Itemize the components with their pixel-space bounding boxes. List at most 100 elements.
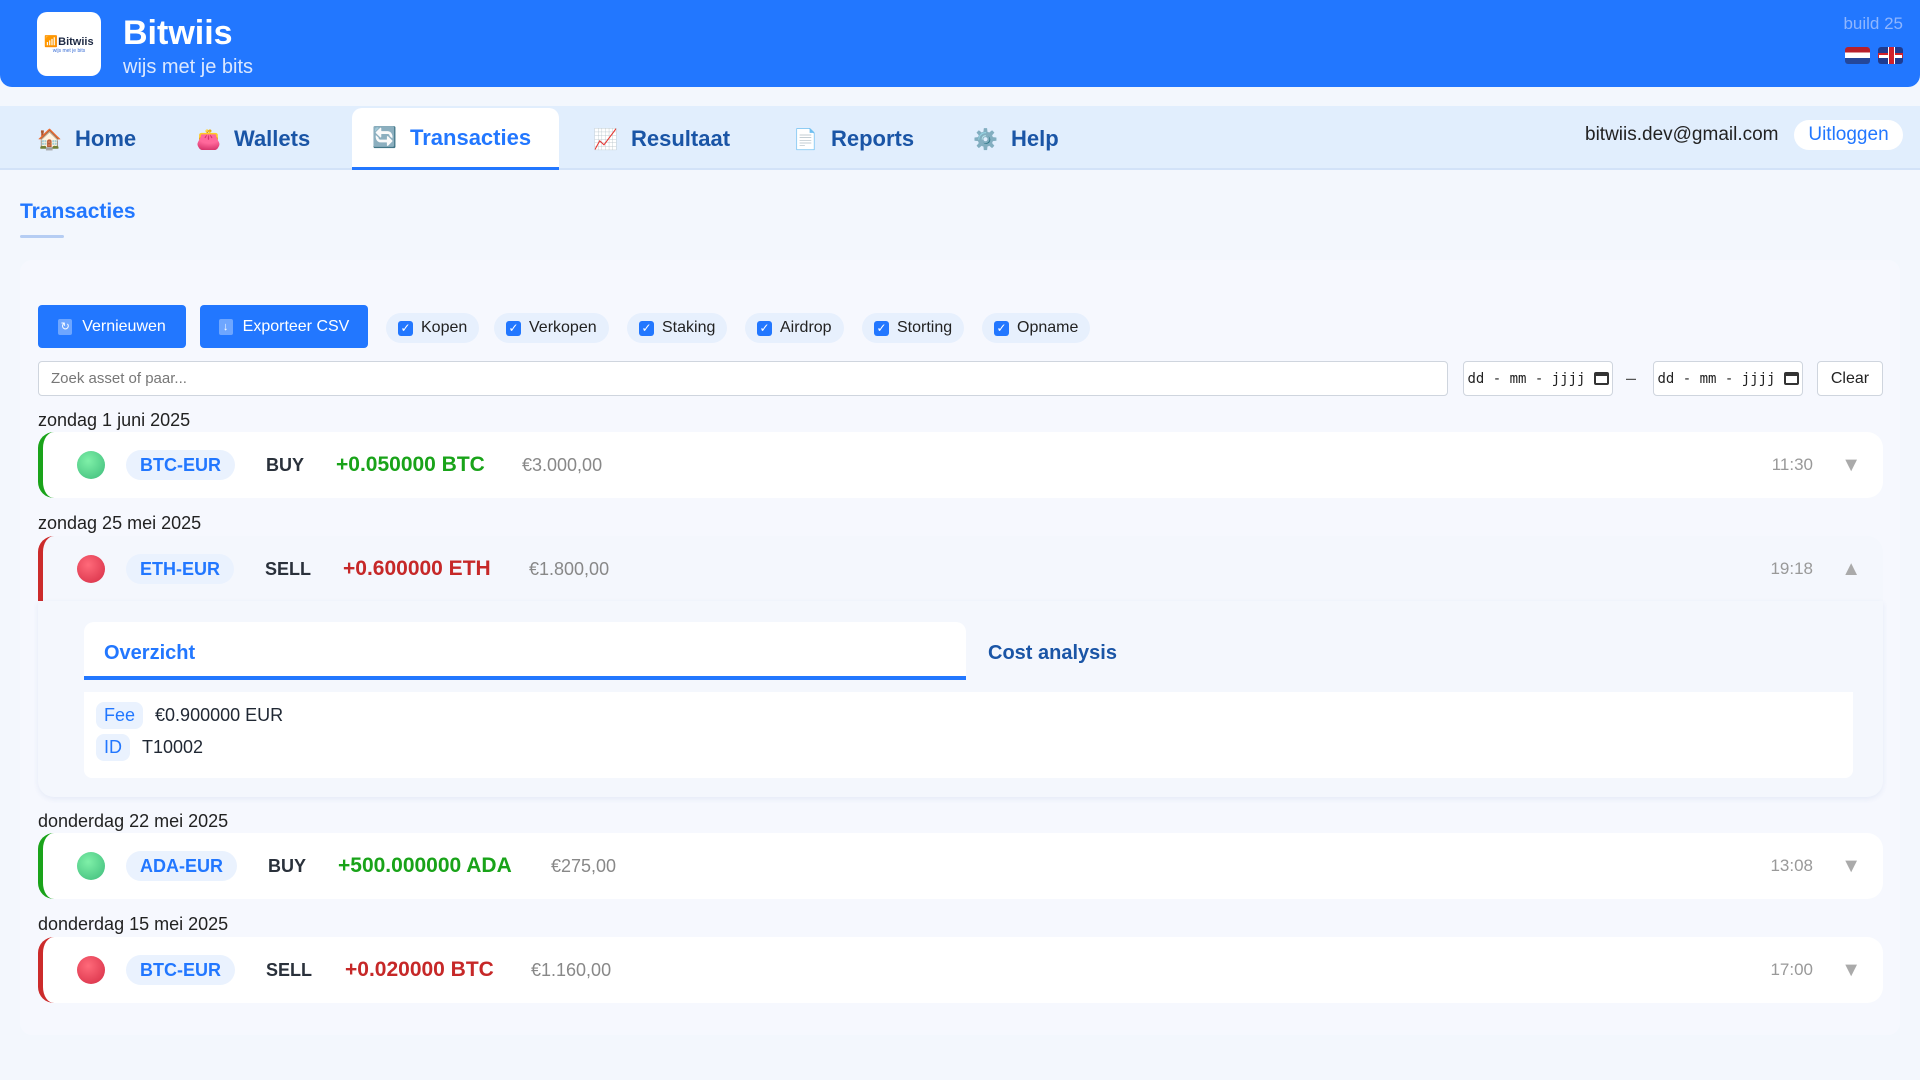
amount: +500.000000 ADA [338,854,512,877]
user-email: bitwiis.dev@gmail.com [1585,124,1779,145]
nl-flag-icon[interactable] [1845,47,1870,64]
date-from-input[interactable]: dd - mm - jjjj [1463,361,1613,396]
page-title: Transacties [20,200,136,223]
date-placeholder: dd - mm - jjjj [1657,370,1776,387]
tab-transacties[interactable]: 🔄 Transacties [352,108,559,170]
transaction-row[interactable]: BTC-EUR BUY +0.050000 BTC €3.000,00 11:3… [38,432,1883,498]
pair-badge: ADA-EUR [126,851,237,881]
side-label: BUY [268,855,307,876]
checkbox-checked-icon[interactable]: ✓ [398,320,413,336]
eur-value: €275,00 [551,855,617,876]
tab-wallets[interactable]: 👛 Wallets [176,108,330,170]
gear-icon: ⚙️ [973,128,998,151]
export-label: Exporteer CSV [242,317,350,335]
date-header: donderdag 22 mei 2025 [38,811,229,831]
expand-arrow-icon[interactable]: ▼ [1841,453,1861,476]
filter-label: Staking [662,319,716,336]
date-header: zondag 25 mei 2025 [38,513,202,533]
uk-flag-icon[interactable] [1878,47,1903,64]
filter-label: Airdrop [780,319,832,336]
export-csv-button[interactable]: ↓ Exporteer CSV [200,305,368,348]
tab-label: Help [1011,126,1059,151]
checkbox-checked-icon[interactable]: ✓ [757,320,772,336]
tab-reports[interactable]: 📄 Reports [773,108,934,170]
detail-tab-overzicht[interactable]: Overzicht [84,622,966,680]
filter-verkopen[interactable]: ✓ Verkopen [494,313,609,343]
detail-content [84,692,1853,778]
id-label: ID [96,734,130,761]
filter-storting[interactable]: ✓ Storting [862,313,965,343]
amount: +0.020000 BTC [345,958,494,981]
side-label: BUY [266,454,305,475]
side-label: SELL [265,558,312,579]
refresh-icon: ↻ [58,318,73,335]
id-value: T10002 [142,737,204,757]
checkbox-checked-icon[interactable]: ✓ [639,320,654,336]
time: 13:08 [1770,856,1813,875]
date-header: donderdag 15 mei 2025 [38,914,229,934]
side-label: SELL [266,959,313,980]
build-label: build 25 [1843,14,1903,33]
date-header: zondag 1 juni 2025 [38,410,191,430]
amount: +0.050000 BTC [336,453,485,476]
calendar-icon[interactable] [1593,372,1609,385]
tab-label: Resultaat [631,126,731,151]
calendar-icon[interactable] [1783,372,1799,385]
filter-airdrop[interactable]: ✓ Airdrop [745,313,844,343]
refresh-icon: 🔄 [372,127,397,149]
filter-label: Storting [897,319,953,336]
transaction-row[interactable]: BTC-EUR SELL +0.020000 BTC €1.160,00 17:… [38,937,1883,1003]
pair-badge: BTC-EUR [126,955,235,985]
detail-tab-cost-analysis[interactable]: Cost analysis [988,642,1117,664]
date-to-input[interactable]: dd - mm - jjjj [1653,361,1803,396]
eur-value: €3.000,00 [522,454,603,475]
tab-home[interactable]: 🏠 Home [17,108,156,170]
id-field: ID T10002 [96,734,203,761]
clear-button[interactable]: Clear [1817,361,1883,396]
transaction-row[interactable]: ADA-EUR BUY +500.000000 ADA €275,00 13:0… [38,833,1883,899]
time: 19:18 [1770,559,1813,578]
logo: 📶Bitwiis wijs met je bits [37,12,101,76]
tab-help[interactable]: ⚙️ Help [953,108,1079,170]
document-icon: 📄 [793,128,818,151]
expand-arrow-icon[interactable]: ▼ [1841,854,1861,877]
buy-indicator-icon [77,451,105,479]
checkbox-checked-icon[interactable]: ✓ [874,320,889,336]
tab-label: Reports [831,126,915,151]
filter-kopen[interactable]: ✓ Kopen [386,313,480,343]
expand-arrow-icon[interactable]: ▼ [1841,958,1861,981]
purse-icon: 👛 [196,128,221,151]
eur-value: €1.800,00 [529,558,610,579]
tab-resultaat[interactable]: 📈 Resultaat [573,108,750,170]
transaction-row[interactable]: ETH-EUR SELL +0.600000 ETH €1.800,00 19:… [38,536,1883,602]
search-input[interactable] [38,361,1448,396]
fee-label: Fee [96,702,144,729]
checkbox-checked-icon[interactable]: ✓ [506,320,521,336]
logo-text: Bitwiis [58,35,94,48]
chart-icon: 📈 [593,128,618,151]
language-switcher [1845,47,1903,64]
filter-opname[interactable]: ✓ Opname [982,313,1091,343]
sell-indicator-icon [77,956,105,984]
house-icon: 🏠 [37,128,62,151]
fee-field: Fee €0.900000 EUR [96,702,283,729]
filter-staking[interactable]: ✓ Staking [627,313,728,343]
fee-value: €0.900000 EUR [155,705,284,725]
refresh-label: Vernieuwen [82,317,166,335]
filter-label: Verkopen [529,319,597,336]
time: 17:00 [1770,960,1813,979]
main-nav: 🏠 Home 👛 Wallets 🔄 Transacties 📈 Resultaat 📄… [0,106,1920,170]
checkbox-checked-icon[interactable]: ✓ [994,320,1009,336]
buy-indicator-icon [77,852,105,880]
logo-subtext: wijs met je bits [52,47,86,54]
sell-indicator-icon [77,555,105,583]
date-separator: – [1626,368,1637,388]
download-icon: ↓ [218,318,233,335]
collapse-arrow-icon[interactable]: ▲ [1841,557,1861,580]
eur-value: €1.160,00 [531,959,612,980]
amount: +0.600000 ETH [343,557,491,580]
logout-button[interactable]: Uitloggen [1794,120,1903,150]
refresh-button[interactable]: ↻ Vernieuwen [38,305,186,348]
pair-badge: ETH-EUR [126,554,234,584]
time: 11:30 [1771,455,1813,474]
